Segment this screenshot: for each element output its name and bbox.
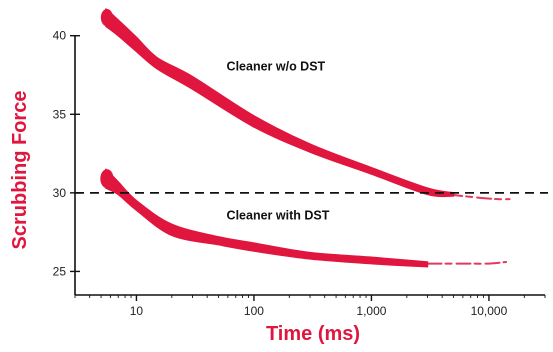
y-tick-label-25: 25 [53,264,67,278]
x-tick-label-1000: 1,000 [356,304,386,318]
axes-layer: 25 30 35 40 10 100 1,000 10,000 [53,29,546,318]
series-1-annotation: Cleaner w/o DST [227,59,326,73]
labels-layer: Cleaner w/o DST Cleaner with DST [227,59,330,222]
x-tick-label-10: 10 [130,304,144,318]
y-tick-label-40: 40 [53,29,67,43]
series-2-annotation: Cleaner with DST [227,209,330,223]
y-axis-title: Scrubbing Force [9,91,31,250]
x-tick-label-10000: 10,000 [471,304,508,318]
series-2-band [105,168,429,268]
bands-layer [100,8,511,268]
x-tick-label-100: 100 [244,304,264,318]
y-tick-label-35: 35 [53,107,67,121]
x-axis-title: Time (ms) [266,323,360,345]
series-2-start-cap [100,169,114,189]
series-1-start-cap [100,8,113,27]
y-tick-label-30: 30 [53,186,67,200]
series-1-band [105,8,455,198]
series-1-tail [447,193,511,201]
series-2-tail [426,261,508,265]
